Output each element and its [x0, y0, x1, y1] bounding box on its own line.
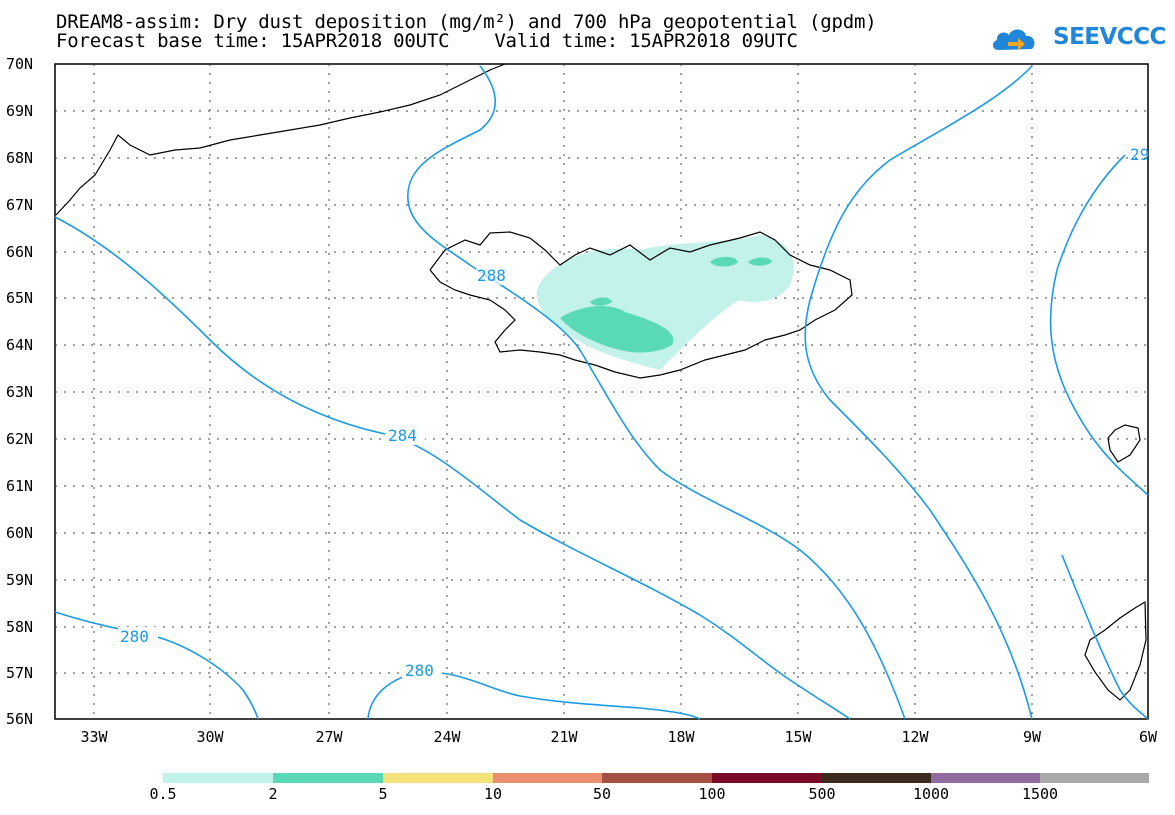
svg-text:59N: 59N: [6, 571, 33, 589]
svg-text:15W: 15W: [784, 728, 812, 746]
svg-text:70N: 70N: [6, 55, 33, 73]
svg-text:56N: 56N: [6, 710, 33, 728]
longitude-labels: 33W 30W 27W 24W 21W 18W 15W 12W 9W 6W: [80, 728, 1158, 746]
legend-swatch-1: [273, 773, 383, 783]
svg-text:21W: 21W: [550, 728, 578, 746]
geopotential-contours: [54, 65, 1149, 720]
contour-label: 288: [477, 266, 506, 285]
svg-text:27W: 27W: [315, 728, 343, 746]
svg-text:60N: 60N: [6, 524, 33, 542]
legend-swatch-2: [383, 773, 493, 783]
legend-label: 1000: [912, 785, 950, 803]
svg-text:68N: 68N: [6, 149, 33, 167]
svg-text:12W: 12W: [901, 728, 929, 746]
svg-text:33W: 33W: [80, 728, 108, 746]
legend-swatch-7: [931, 773, 1040, 783]
svg-text:57N: 57N: [6, 664, 33, 682]
legend-swatch-6: [822, 773, 931, 783]
grid-lines: [55, 64, 1148, 719]
coastlines: [55, 63, 1147, 701]
logo-text: SEEVCCC: [1053, 24, 1166, 50]
legend-swatch-0: [163, 773, 273, 783]
svg-text:9W: 9W: [1023, 728, 1042, 746]
legend-swatch-4: [602, 773, 712, 783]
svg-text:65N: 65N: [6, 289, 33, 307]
map-title: DREAM8-assim: Dry dust deposition (mg/m²…: [56, 11, 877, 33]
legend-label: 0.5: [149, 785, 177, 803]
contour-label: 284: [388, 426, 417, 445]
latitude-labels: 70N 69N 68N 67N 66N 65N 64N 63N 62N 61N …: [6, 55, 33, 728]
legend-label: 1500: [1021, 785, 1059, 803]
svg-text:58N: 58N: [6, 618, 33, 636]
svg-text:69N: 69N: [6, 102, 33, 120]
svg-text:62N: 62N: [6, 430, 33, 448]
svg-text:30W: 30W: [196, 728, 224, 746]
legend-label: 100: [698, 785, 726, 803]
cloud-icon: [992, 29, 1035, 50]
legend-swatch-3: [493, 773, 602, 783]
svg-text:67N: 67N: [6, 196, 33, 214]
dust-deposition-field: [536, 235, 794, 370]
svg-text:6W: 6W: [1139, 728, 1158, 746]
legend-label: 50: [592, 785, 612, 803]
contour-label: 29: [1130, 145, 1149, 164]
legend-swatch-5: [712, 773, 822, 783]
contour-label: 280: [120, 627, 149, 646]
svg-text:24W: 24W: [433, 728, 461, 746]
contour-labels: 288 284 280 280 29: [118, 145, 1149, 680]
svg-text:61N: 61N: [6, 477, 33, 495]
legend-label: 10: [483, 785, 503, 803]
contour-label: 280: [405, 661, 434, 680]
svg-text:64N: 64N: [6, 336, 33, 354]
svg-text:66N: 66N: [6, 243, 33, 261]
svg-text:63N: 63N: [6, 383, 33, 401]
legend-label: 500: [808, 785, 836, 803]
legend-label: 2: [268, 785, 278, 803]
legend-swatch-8: [1040, 773, 1149, 783]
map-subtitle: Forecast base time: 15APR2018 00UTC Vali…: [56, 30, 798, 52]
legend-label: 5: [378, 785, 388, 803]
svg-text:18W: 18W: [667, 728, 695, 746]
